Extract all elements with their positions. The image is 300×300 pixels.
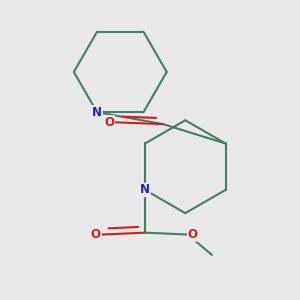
Text: O: O: [104, 116, 114, 129]
Text: O: O: [188, 228, 198, 241]
Text: N: N: [92, 106, 102, 119]
Text: N: N: [140, 183, 150, 196]
Text: O: O: [91, 228, 101, 241]
